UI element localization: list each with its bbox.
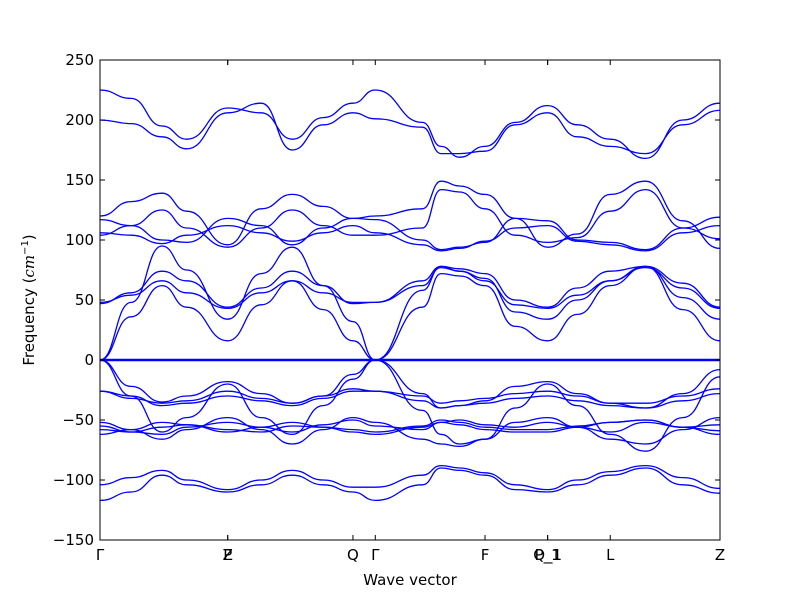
y-tick-label: −50 xyxy=(62,411,94,429)
y-tick-label: −150 xyxy=(53,531,94,549)
band-line xyxy=(99,388,721,404)
y-tick-label: 0 xyxy=(84,351,94,369)
x-tick-label: L xyxy=(606,546,615,564)
x-tick-label: Z xyxy=(223,546,233,564)
x-axis-label: Wave vector xyxy=(363,571,457,589)
y-tick-label: 250 xyxy=(65,51,94,69)
band-line xyxy=(99,416,721,448)
band-line xyxy=(99,390,721,409)
band-line xyxy=(99,419,721,436)
band-line xyxy=(99,224,721,252)
series-layer xyxy=(99,89,721,502)
band-line xyxy=(99,464,721,491)
plot-frame xyxy=(99,59,721,541)
y-tick-label: 100 xyxy=(65,231,94,249)
x-tick-label: Γ xyxy=(371,546,380,564)
y-tick-label: −100 xyxy=(53,471,94,489)
band-line xyxy=(99,467,721,502)
band-line xyxy=(99,245,721,361)
band-line xyxy=(99,180,721,250)
y-tick-label: 150 xyxy=(65,171,94,189)
x-tick-label: P_1 xyxy=(535,546,561,565)
y-axis-label: Frequency (cm−1) xyxy=(20,234,38,365)
band-line xyxy=(99,102,721,155)
band-line xyxy=(99,265,721,361)
band-line xyxy=(99,216,721,251)
x-tick-label: P xyxy=(223,546,232,564)
x-tick-label: F xyxy=(481,546,490,564)
y-tick-label: 200 xyxy=(65,111,94,129)
x-tick-label: Γ xyxy=(96,546,105,564)
y-tick-label: 50 xyxy=(75,291,94,309)
band-line xyxy=(99,89,721,160)
x-tick-label: Z xyxy=(715,546,725,564)
band-line xyxy=(99,266,721,310)
x-tick-label: Q_1 xyxy=(533,546,562,565)
x-tick-label: Q xyxy=(347,546,359,564)
band-line xyxy=(99,265,721,308)
